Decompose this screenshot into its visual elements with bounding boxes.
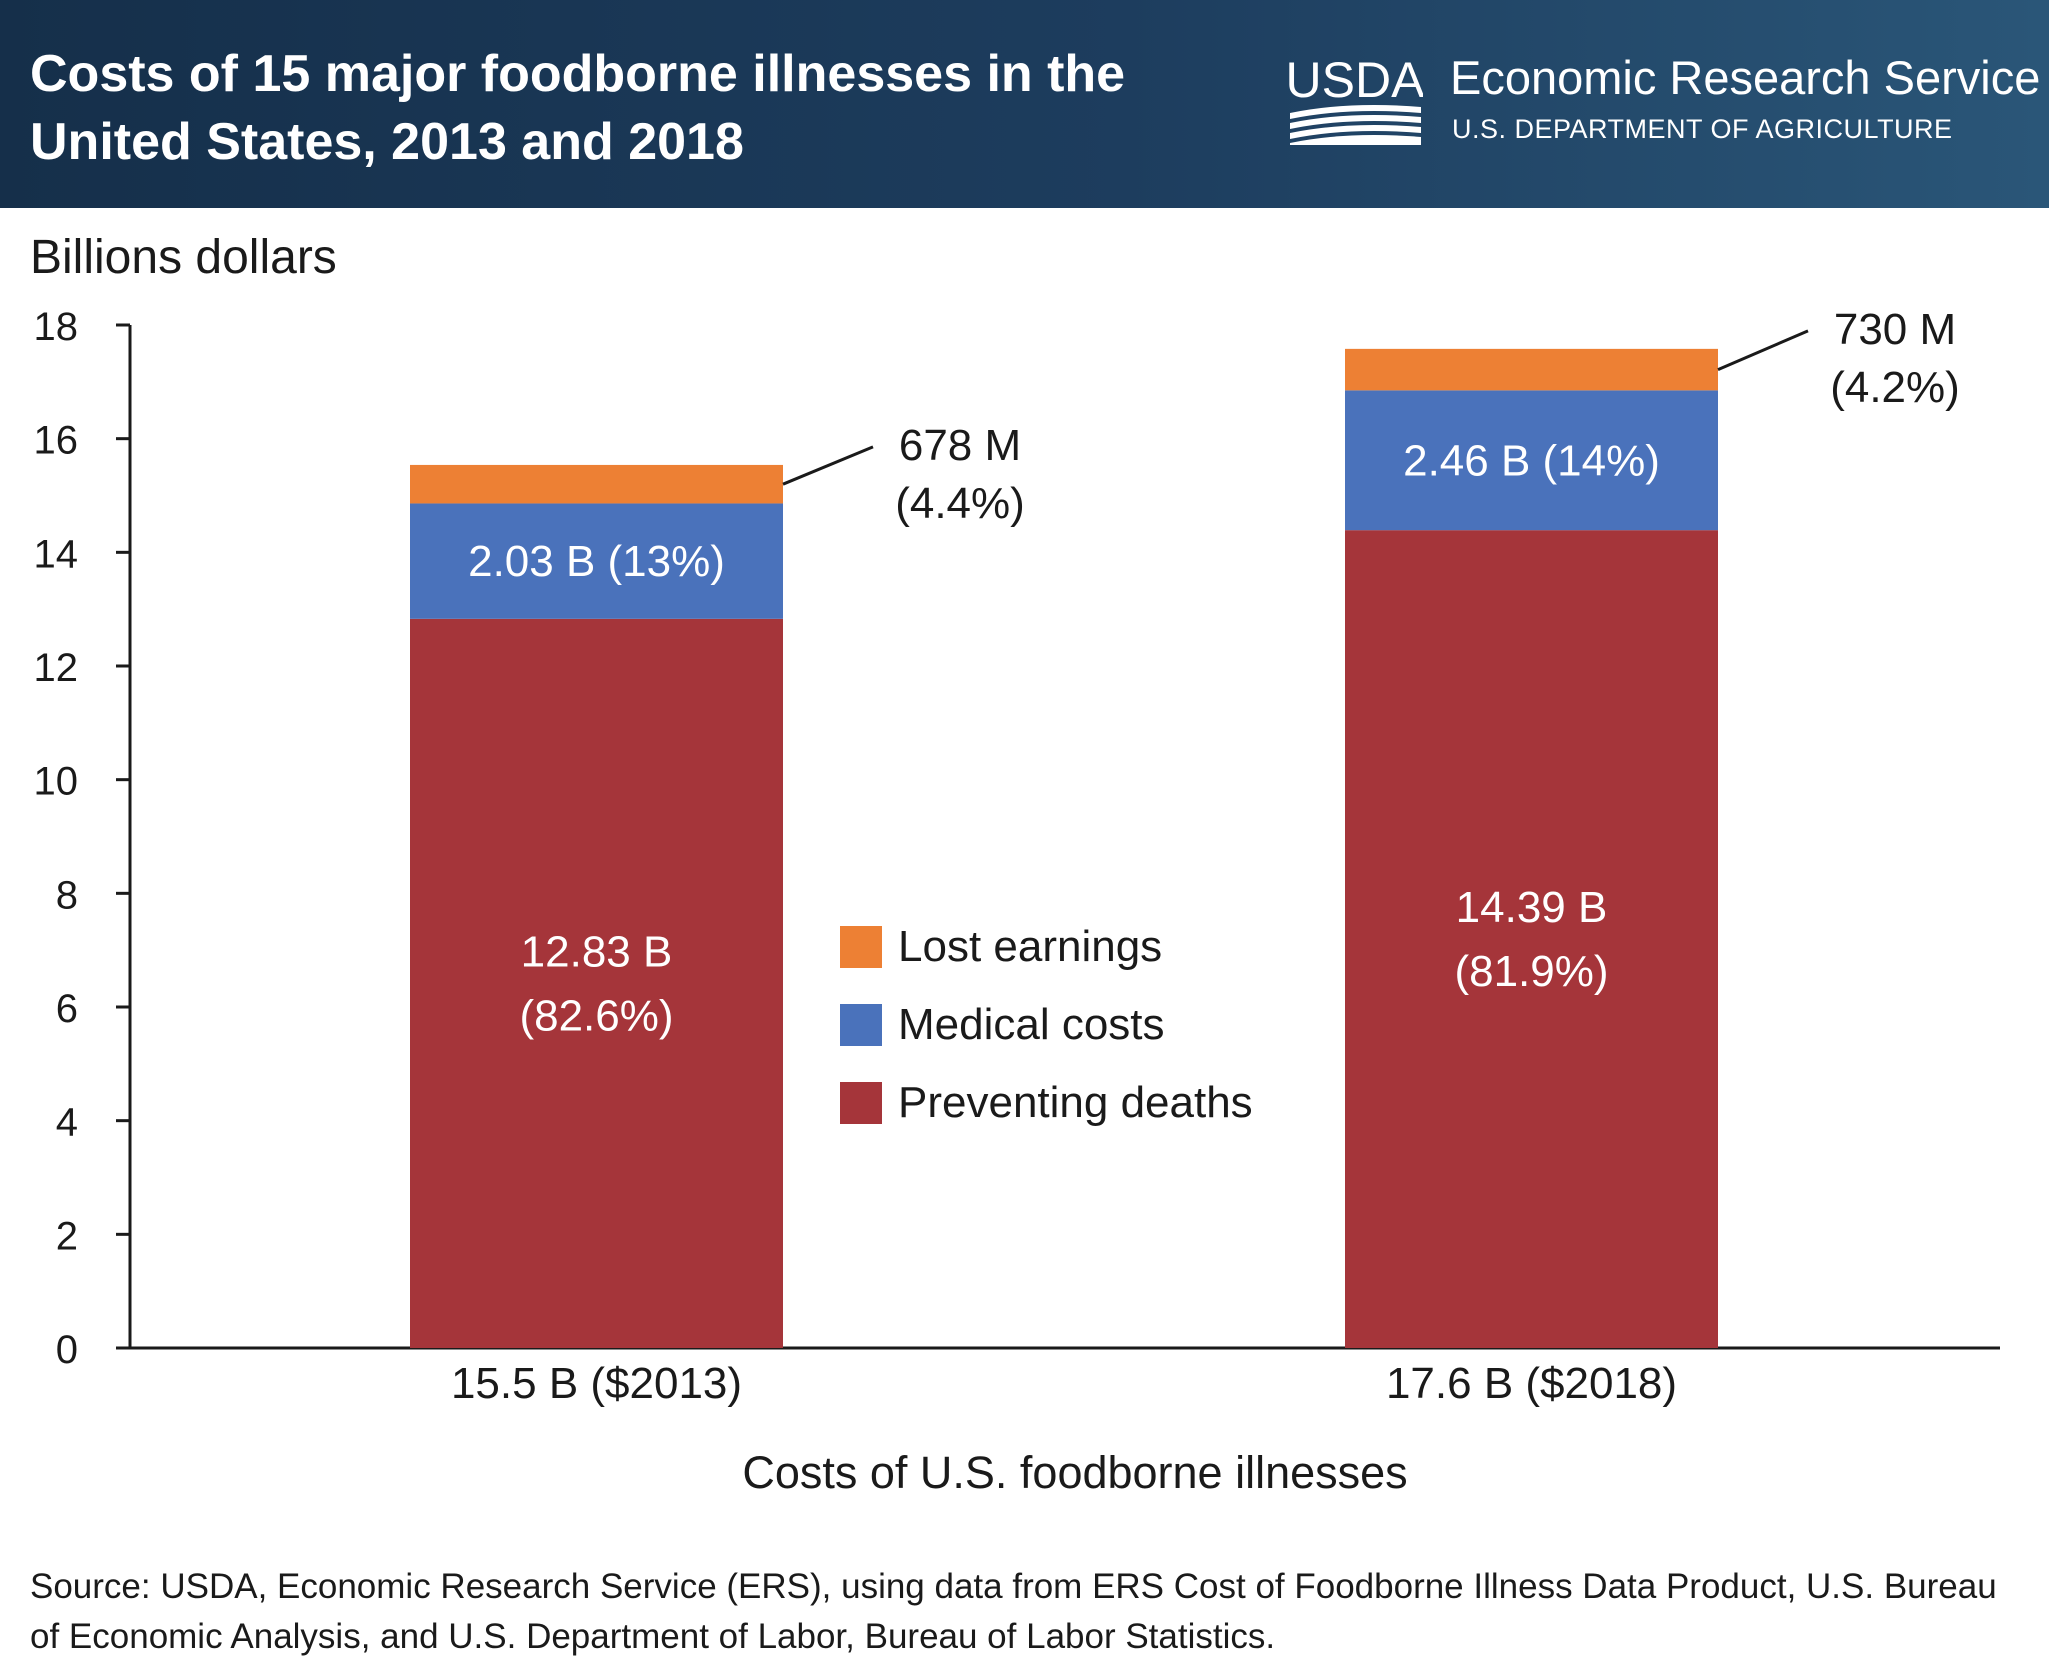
legend-label: Lost earnings [898, 922, 1162, 971]
legend-label: Preventing deaths [898, 1078, 1253, 1127]
data-label: (4.2%) [1830, 363, 1960, 412]
y-tick-label: 4 [56, 1101, 78, 1145]
data-label: (4.4%) [895, 479, 1025, 528]
legend-swatch [840, 926, 882, 968]
stacked-bar-chart: Billions dollars 0 2 4 6 8 10 12 14 16 18 12.83 B… [30, 231, 2000, 1498]
segment-labels: 12.83 B (82.6%) 2.03 B (13%) 678 M (4.4%) 14.… [468, 305, 1960, 1041]
bar-segment-lost-earnings [1345, 348, 1718, 391]
usda-logo-stripe [1290, 135, 1421, 145]
y-axis-label: Billions dollars [30, 231, 337, 284]
usda-logo-text: USDA [1288, 55, 1423, 108]
data-label: 12.83 B [521, 927, 673, 976]
y-tick-label: 18 [34, 305, 79, 349]
y-tick-label: 2 [56, 1214, 78, 1258]
bar-segment-preventing-deaths [1345, 530, 1718, 1348]
legend: Lost earnings Medical costs Preventing dea… [840, 922, 1253, 1127]
bar-segment-preventing-deaths [410, 618, 783, 1348]
chart-title-line2: United States, 2013 and 2018 [30, 113, 744, 171]
legend-swatch [840, 1004, 882, 1046]
data-label: 2.03 B (13%) [468, 537, 725, 586]
leader-line [782, 445, 874, 486]
y-tick-label: 16 [34, 419, 79, 463]
header-banner: Costs of 15 major foodborne illnesses in… [0, 0, 2049, 208]
data-label: 678 M [899, 421, 1021, 470]
leader-line [1717, 329, 1809, 371]
x-axis-ticks: 15.5 B ($2013) 17.6 B ($2018) [451, 1359, 1677, 1408]
data-label: 2.46 B (14%) [1403, 436, 1660, 485]
y-tick-label: 8 [56, 873, 78, 917]
usda-logo-stripe [1290, 115, 1421, 129]
x-tick-label: 17.6 B ($2018) [1386, 1359, 1677, 1408]
bar-segment-medical-costs [410, 503, 783, 619]
usda-logo-stripe [1290, 105, 1421, 119]
y-tick-label: 10 [34, 760, 79, 804]
chart-title: Costs of 15 major foodborne illnesses in… [30, 40, 1210, 176]
data-label: (82.6%) [519, 991, 673, 1040]
data-label: (81.9%) [1454, 947, 1608, 996]
chart-title-line1: Costs of 15 major foodborne illnesses in… [30, 45, 1126, 103]
legend-swatch [840, 1082, 882, 1124]
y-tick-label: 12 [34, 646, 79, 690]
legend-label: Medical costs [898, 1000, 1165, 1049]
x-tick-label: 15.5 B ($2013) [451, 1359, 742, 1408]
bars-group [410, 348, 1718, 1348]
bar-segment-medical-costs [1345, 390, 1718, 531]
y-tick-label: 6 [56, 987, 78, 1031]
data-label: 730 M [1834, 305, 1956, 354]
usda-logo-stripe [1290, 125, 1421, 139]
agency-name: Economic Research Service [1450, 51, 2041, 104]
x-axis-label: Costs of U.S. foodborne illnesses [742, 1447, 1407, 1498]
source-note: Source: USDA, Economic Research Service … [30, 1567, 1997, 1656]
department-name: U.S. DEPARTMENT OF AGRICULTURE [1452, 114, 1953, 144]
bar-segment-lost-earnings [410, 464, 783, 504]
y-tick-label: 14 [34, 532, 79, 576]
data-label: 14.39 B [1456, 883, 1608, 932]
y-tick-label: 0 [56, 1328, 78, 1372]
usda-logo: USDA [1288, 55, 1423, 145]
